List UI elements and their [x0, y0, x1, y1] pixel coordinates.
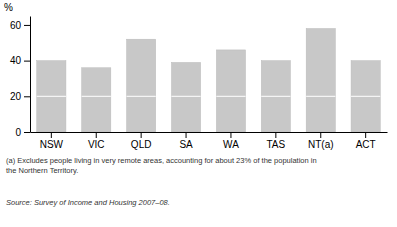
y-axis: 0 20 40 60 — [10, 17, 31, 138]
x-tick: QLD — [131, 132, 152, 150]
divider-line — [351, 96, 380, 97]
x-tick: VIC — [88, 132, 105, 150]
y-tick-mark — [24, 25, 30, 26]
source: Source: Survey of Income and Housing 200… — [6, 198, 170, 207]
plot: 0 20 40 60 NSW VIC QLD SA WA TAS NT(a) ACT% — [4, 2, 388, 150]
y-tick-mark — [24, 61, 30, 62]
y-tick-label: 20 — [10, 91, 22, 102]
x-tick-label: QLD — [131, 139, 152, 150]
divider-line — [261, 96, 290, 97]
bar — [261, 61, 290, 132]
x-tick-label: ACT — [356, 139, 376, 150]
bar — [127, 39, 156, 132]
y-tick: 20 — [10, 91, 30, 102]
bar — [82, 68, 111, 132]
x-tick-mark — [320, 132, 321, 138]
x-tick: TAS — [266, 132, 285, 150]
bar — [216, 50, 245, 132]
x-tick-label: SA — [179, 139, 193, 150]
y-tick-label: 40 — [10, 55, 22, 66]
divider-line — [127, 96, 156, 97]
x-tick-label: NSW — [40, 139, 64, 150]
divider-line — [37, 96, 66, 97]
x-tick-mark — [51, 132, 52, 138]
x-tick: ACT — [356, 132, 376, 150]
y-axis-line — [30, 17, 31, 133]
divider-line — [171, 96, 200, 97]
y-tick-label: 0 — [15, 127, 21, 138]
x-axis: NSW VIC QLD SA WA TAS NT(a) ACT — [31, 132, 388, 150]
y-tick-mark — [24, 96, 30, 97]
x-tick-label: NT(a) — [308, 139, 334, 150]
y-tick: 40 — [10, 55, 30, 66]
x-tick-mark — [365, 132, 366, 138]
x-tick-label: TAS — [266, 139, 285, 150]
x-tick: WA — [223, 132, 239, 150]
footnote: (a) Excludes people living in very remot… — [6, 156, 317, 175]
x-tick-mark — [186, 132, 187, 138]
x-tick-label: WA — [223, 139, 239, 150]
divider-line — [82, 96, 111, 97]
x-tick-mark — [96, 132, 97, 138]
y-tick-label: 60 — [10, 20, 22, 31]
x-tick-mark — [230, 132, 231, 138]
bars — [37, 28, 381, 132]
y-axis-label: % — [4, 2, 13, 13]
x-axis-line — [31, 132, 388, 133]
x-tick-mark — [275, 132, 276, 138]
x-tick: SA — [179, 132, 193, 150]
divider-line — [216, 96, 245, 97]
bar — [37, 61, 66, 132]
bar — [171, 62, 200, 132]
x-tick: NT(a) — [308, 132, 334, 150]
y-tick: 60 — [10, 20, 30, 31]
x-tick-mark — [141, 132, 142, 138]
y-tick: 0 — [15, 127, 30, 138]
chart: 0 20 40 60 NSW VIC QLD SA WA TAS NT(a) ACT% (a) Excl… — [0, 0, 397, 227]
divider-line — [306, 96, 335, 97]
x-tick: NSW — [40, 132, 64, 150]
bar — [306, 28, 335, 132]
x-tick-label: VIC — [88, 139, 105, 150]
bar — [351, 61, 380, 132]
y-tick-mark — [24, 132, 30, 133]
